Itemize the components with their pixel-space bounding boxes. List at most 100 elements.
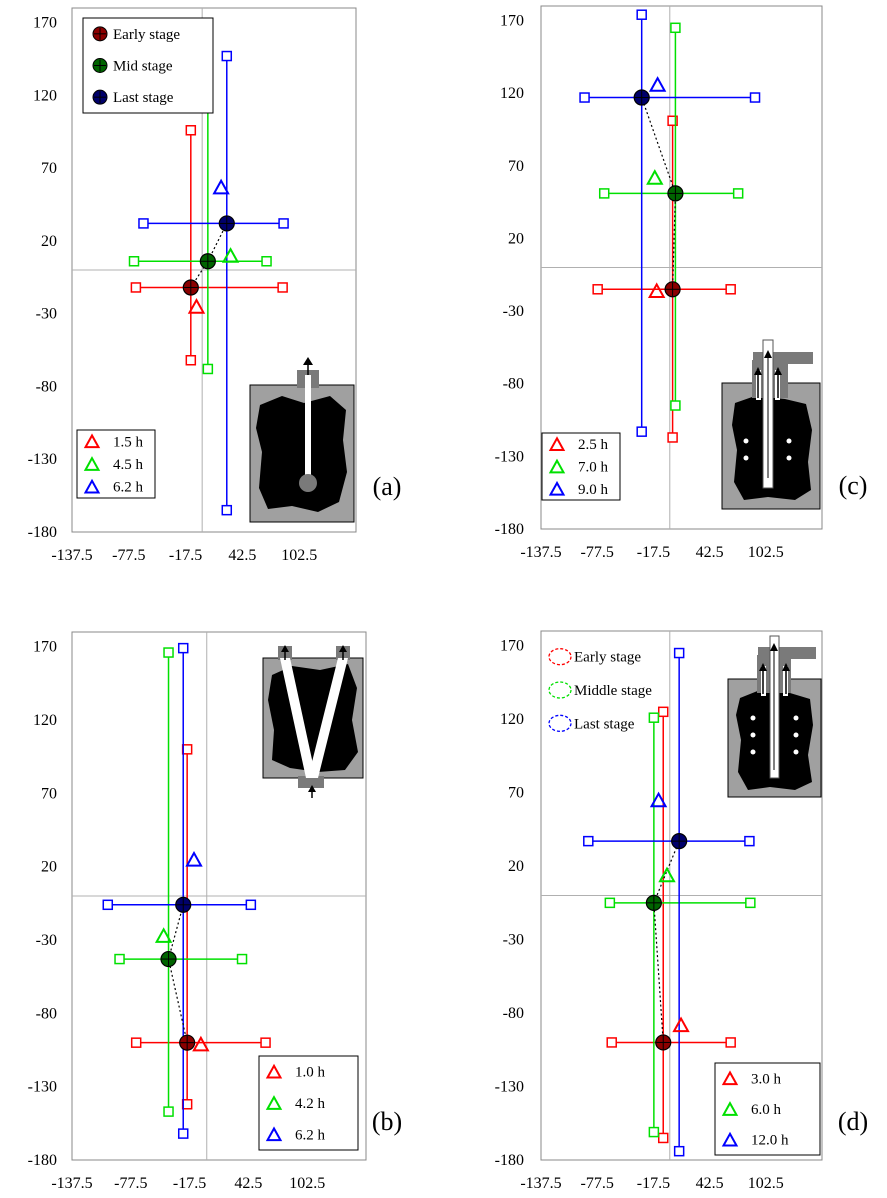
stage-legend-label: Mid stage — [113, 59, 173, 75]
time-legend-label: 7.0 h — [578, 460, 609, 476]
errorbar-cap — [745, 897, 756, 909]
stage-legend-label: Last stage — [574, 716, 635, 732]
legend-triangle-icon — [721, 1101, 739, 1116]
x-tick-label: 102.5 — [748, 544, 784, 561]
y-tick-label: -80 — [503, 1005, 524, 1022]
panel-label: (a) — [373, 472, 402, 501]
stage-centroid-0 — [182, 279, 199, 296]
errorbar-cap — [732, 188, 744, 199]
time-marker-triangle — [221, 247, 240, 263]
errorbar-cap — [130, 1037, 142, 1048]
time-legend-label: 9.0 h — [578, 482, 609, 498]
y-tick-label: 70 — [508, 785, 524, 802]
errorbar-cap — [583, 835, 594, 847]
errorbar-cap — [185, 354, 197, 366]
errorbar-cap — [163, 1106, 174, 1117]
errorbar-cap — [670, 400, 681, 411]
y-tick-label: 170 — [500, 13, 524, 30]
x-tick-label: -137.5 — [51, 547, 92, 564]
time-legend-label: 12.0 h — [751, 1133, 789, 1149]
stage-centroid-2 — [218, 215, 235, 232]
stage-centroid-1 — [199, 253, 216, 270]
errorbar-cap — [673, 1145, 685, 1157]
x-tick-label: -137.5 — [520, 544, 561, 561]
errorbar-cap — [657, 706, 669, 718]
errorbar-cap — [657, 1132, 669, 1144]
y-tick-label: -30 — [503, 932, 524, 949]
errorbar-cap — [163, 647, 174, 658]
time-legend: 1.5 h 4.5 h 6.2 h — [76, 429, 156, 499]
y-tick-label: 120 — [33, 712, 57, 729]
stage-errorbar-1 — [598, 22, 744, 411]
y-tick-label: 120 — [33, 87, 57, 104]
panel-c: 170 120 70 20 -30 -80 -130 -180 -137.5 -77.5 -17.5… — [495, 5, 867, 561]
errorbar-cap — [673, 647, 685, 659]
time-marker-triangle — [658, 866, 676, 883]
x-tick-label: -17.5 — [637, 1175, 670, 1192]
x-tick-label: -137.5 — [520, 1175, 561, 1192]
errorbar-cap — [236, 953, 248, 965]
stage-centroid-0 — [655, 1034, 672, 1051]
errorbar-cap — [636, 9, 647, 20]
x-tick-label: 102.5 — [289, 1175, 325, 1192]
panel-d: 170 120 70 20 -30 -80 -130 -180 -137.5 -77.5 -17.5… — [495, 630, 868, 1192]
y-tick-label: 20 — [41, 233, 57, 250]
legend-triangle-icon — [548, 436, 566, 452]
errorbar-cap — [606, 1037, 617, 1048]
time-legend: 1.0 h 4.2 h 6.2 h — [258, 1055, 359, 1151]
y-tick-label: -180 — [495, 1152, 524, 1169]
errorbar-cap — [604, 897, 616, 909]
errorbar-cap — [114, 953, 125, 965]
y-tick-label: -180 — [495, 521, 524, 538]
errorbar-cap — [128, 256, 140, 267]
x-tick-label: -77.5 — [112, 547, 145, 564]
inset-schematic-d — [727, 635, 822, 798]
errorbar-cap — [725, 284, 736, 295]
stage-errorbar-1 — [114, 647, 248, 1117]
y-tick-label: 70 — [41, 160, 57, 177]
y-tick-label: -80 — [36, 1005, 57, 1022]
y-tick-label: 20 — [508, 858, 524, 875]
time-marker-triangle — [646, 169, 664, 185]
errorbar-cap — [579, 92, 590, 103]
time-legend: 3.0 h 6.0 h 12.0 h — [714, 1062, 821, 1156]
legend-triangle-icon — [265, 1095, 283, 1110]
legend-triangle-icon — [721, 1070, 739, 1086]
time-legend-label: 2.5 h — [578, 437, 609, 453]
legend-triangle-icon — [548, 480, 566, 496]
y-tick-label: -80 — [503, 376, 524, 393]
errorbar-cap — [744, 835, 755, 847]
y-tick-label: 70 — [41, 785, 57, 802]
stage-legend-icon — [92, 26, 108, 42]
stage-centroid-1 — [667, 185, 684, 202]
legend-triangle-icon — [83, 456, 101, 471]
stage-errorbar-0 — [130, 125, 288, 366]
panel-a: 170 120 70 20 -30 -80 -130 -180 -137.5 -77.5 -17.5… — [28, 7, 402, 564]
y-tick-label: -30 — [36, 932, 57, 949]
errorbar-cap — [260, 1037, 271, 1048]
time-marker-triangle — [647, 282, 666, 299]
errorbar-cap — [648, 1126, 660, 1138]
x-tick-label: -77.5 — [581, 1175, 614, 1192]
y-tick-label: -30 — [503, 303, 524, 320]
stage-legend-icon — [548, 648, 572, 666]
time-legend-label: 1.0 h — [295, 1065, 326, 1081]
legend-triangle-icon — [83, 433, 101, 449]
time-marker-triangle — [212, 178, 230, 195]
stage-legend-label: Early stage — [574, 650, 641, 666]
errorbar-cap — [181, 744, 193, 755]
x-tick-label: 102.5 — [748, 1175, 784, 1192]
time-marker-triangle — [649, 791, 668, 808]
errorbar-cap — [749, 92, 761, 103]
y-tick-label: -130 — [495, 1079, 524, 1096]
time-legend-label: 6.2 h — [295, 1127, 326, 1143]
stage-legend-icon — [92, 89, 108, 105]
y-tick-label: 120 — [500, 711, 524, 728]
legend-triangle-icon — [721, 1131, 739, 1147]
y-tick-label: 20 — [41, 859, 57, 876]
y-tick-label: 170 — [33, 15, 57, 32]
stage-centroid-2 — [671, 833, 688, 850]
y-tick-label: 170 — [33, 639, 57, 656]
trajectory-line — [190, 223, 228, 288]
